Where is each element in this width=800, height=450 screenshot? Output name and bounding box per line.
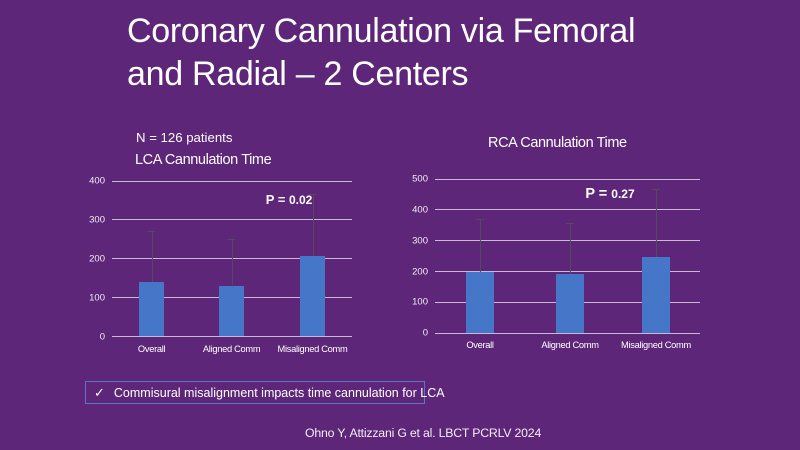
p-value-prefix: P = — [585, 186, 612, 202]
y-axis-tick-label: 100 — [412, 296, 428, 308]
x-axis-category-label: Misaligned Comm — [621, 339, 691, 350]
error-bar-line — [656, 189, 657, 258]
error-bar-line — [480, 218, 481, 272]
patients-count-label: N = 126 patients — [136, 130, 233, 145]
x-axis-category-label: Overall — [137, 344, 166, 354]
callout-text: Commisural misalignment impacts time can… — [113, 385, 445, 400]
gridline — [111, 219, 352, 221]
error-bar-cap — [148, 231, 156, 232]
p-value-annotation: P = 0.02 — [266, 191, 313, 209]
error-bar-cap — [652, 189, 660, 191]
error-bar-cap — [228, 238, 236, 240]
gridline — [435, 240, 700, 242]
y-axis-tick-label: 400 — [412, 204, 428, 216]
gridline — [435, 178, 700, 180]
slide-title-line1: Coronary Cannulation via Femoral — [127, 12, 636, 50]
error-bar-cap — [309, 194, 316, 196]
chart-title: RCA Cannulation Time — [488, 135, 627, 151]
x-axis-category-label: Aligned Comm — [541, 339, 599, 350]
slide-title-line2: and Radial – 2 Centers — [127, 55, 469, 93]
y-axis-tick-label: 200 — [412, 266, 428, 278]
p-value-number: 0.27 — [611, 187, 635, 201]
callout-box: ✓ Commisural misalignment impacts time c… — [85, 381, 445, 404]
y-axis-tick-label: 300 — [89, 214, 105, 226]
chart-title: LCA Cannulation Time — [135, 151, 272, 168]
bar-aligned-comm — [556, 274, 584, 333]
y-axis-tick-label: 400 — [89, 175, 105, 187]
gridline — [435, 332, 700, 334]
error-bar-line — [570, 223, 571, 275]
x-axis-category-label: Overall — [466, 339, 494, 350]
x-axis-category-label: Aligned Comm — [202, 344, 261, 354]
error-bar-line — [312, 194, 314, 257]
y-axis-tick-label: 0 — [99, 331, 105, 342]
y-axis-tick-label: 100 — [89, 292, 105, 304]
y-axis-tick-label: 300 — [412, 235, 428, 247]
y-axis-tick-label: 0 — [422, 327, 428, 339]
error-bar-cap — [476, 218, 484, 220]
gridline — [435, 209, 700, 211]
p-value-prefix: P = — [265, 192, 289, 207]
x-axis-category-label: Misaligned Comm — [277, 344, 348, 354]
error-bar-line — [231, 238, 233, 286]
p-value-annotation: P = 0.27 — [585, 185, 634, 203]
bar-aligned-comm — [218, 285, 245, 336]
error-bar-line — [151, 231, 153, 282]
gridline — [111, 336, 352, 337]
bar-misaligned-comm — [642, 257, 670, 333]
gridline — [111, 258, 352, 260]
p-value-number: 0.02 — [288, 193, 313, 207]
y-axis-tick-label: 200 — [89, 253, 105, 265]
gridline — [435, 271, 700, 273]
bar-overall — [466, 272, 494, 333]
gridline — [111, 180, 352, 182]
citation-text: Ohno Y, Attizzani G et al. LBCT PCRLV 20… — [305, 426, 542, 440]
slide-title: Coronary Cannulation via Femoral and Rad… — [127, 10, 687, 96]
check-icon: ✓ — [94, 384, 105, 400]
bar-overall — [138, 281, 165, 336]
bar-misaligned-comm — [299, 256, 326, 336]
error-bar-cap — [566, 223, 574, 225]
y-axis-tick-label: 500 — [412, 173, 428, 185]
